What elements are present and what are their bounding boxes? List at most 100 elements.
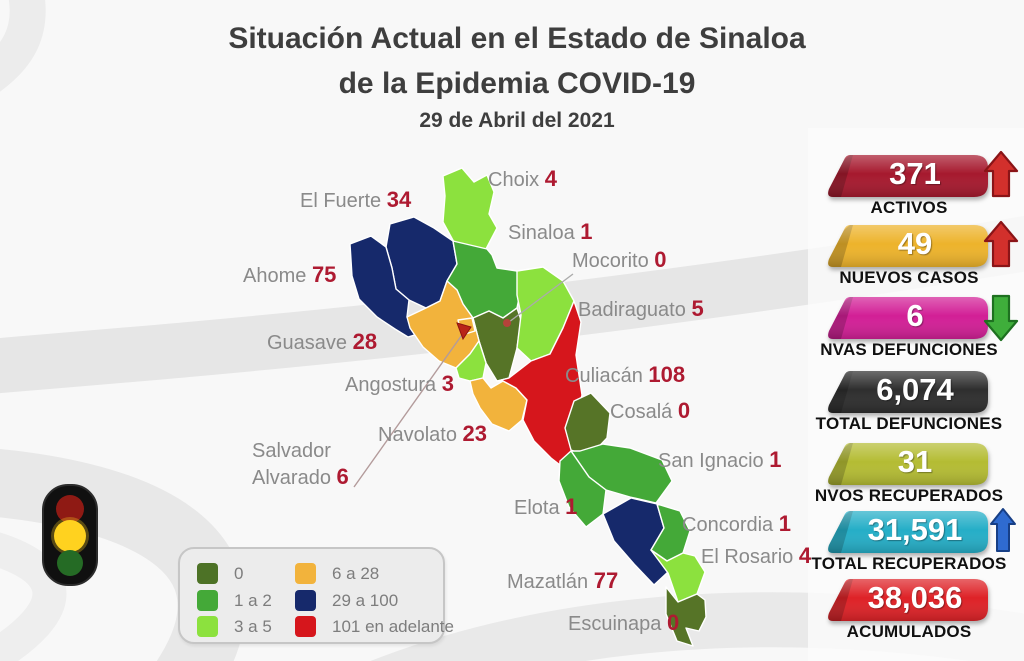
map-label-sinaloa: Sinaloa 1 — [508, 219, 593, 245]
legend-label: 0 — [234, 564, 244, 583]
stat-label: NUEVOS CASOS — [839, 268, 979, 287]
map-label-elota: Elota 1 — [514, 494, 577, 520]
legend-label: 6 a 28 — [332, 564, 380, 583]
stat-label: ACTIVOS — [870, 198, 948, 217]
municipality-name: Choix — [488, 169, 540, 191]
municipality-value: 0 — [677, 398, 691, 423]
municipality-name: Cosalá — [610, 401, 673, 423]
stat-value: 31 — [897, 444, 933, 479]
map-label-cosala: Cosalá 0 — [610, 398, 690, 424]
map-label-mazatlan: Mazatlán 77 — [507, 568, 618, 594]
municipality-choix — [442, 167, 498, 256]
municipality-guasave — [406, 280, 480, 369]
stat-total-defunciones: 6,074 TOTAL DEFUNCIONES — [816, 368, 1002, 434]
stat-value: 49 — [897, 226, 933, 261]
legend-swatch — [197, 616, 218, 637]
traffic-light-green — [57, 550, 83, 576]
map-label-el-fuerte: El Fuerte 34 — [300, 187, 411, 213]
municipality-name: San Ignacio — [658, 450, 764, 472]
stat-value: 31,591 — [867, 512, 963, 547]
legend-swatch — [197, 590, 218, 611]
map-legend: 0 1 a 2 3 a 5 6 a 28 29 a 100 101 en ade… — [178, 547, 454, 644]
municipality-value: 4 — [544, 166, 557, 191]
municipality-name: Culiacán — [565, 365, 643, 387]
map-label-concordia: Concordia 1 — [682, 511, 791, 537]
municipality-value: 4 — [798, 543, 812, 568]
stat-value: 6 — [906, 298, 924, 333]
stat-label: TOTAL DEFUNCIONES — [815, 414, 1003, 433]
legend-label: 1 a 2 — [234, 591, 272, 610]
municipality-name: Navolato — [378, 424, 457, 446]
municipality-value: 1 — [565, 494, 578, 519]
map-marker-dart — [456, 322, 472, 341]
traffic-light-icon — [42, 484, 98, 586]
map-label-escuinapa: Escuinapa 0 — [568, 610, 679, 636]
up-arrow-icon — [983, 150, 1019, 198]
map-label-san-ignacio: San Ignacio 1 — [658, 447, 781, 473]
municipality-value: 75 — [311, 262, 337, 287]
map-label-badiraguato: Badiraguato 5 — [578, 296, 704, 322]
stat-nuevos-casos: 49 NUEVOS CASOS — [826, 220, 1019, 288]
map-label-ahome: Ahome 75 — [243, 262, 336, 288]
map-label-choix: Choix 4 — [488, 166, 557, 192]
legend-swatch — [295, 563, 316, 584]
stat-nvos-recuperados: 31 NVOS RECUPERADOS — [815, 440, 1003, 506]
title-block: Situación Actual en el Estado de Sinaloa… — [0, 16, 1024, 136]
legend-swatch — [197, 563, 218, 584]
map-label-guasave: Guasave 28 — [267, 329, 377, 355]
municipality-name: Badiraguato — [578, 299, 686, 321]
municipality-name: Ahome — [243, 265, 307, 287]
municipality-angostura — [455, 340, 487, 382]
up-arrow-icon — [983, 220, 1019, 268]
municipality-name: Concordia — [682, 514, 774, 536]
municipality-name: Guasave — [267, 332, 348, 354]
legend-label: 101 en adelante — [332, 617, 454, 636]
municipality-value: 1 — [769, 447, 782, 472]
legend-swatch — [295, 616, 316, 637]
map-label-navolato: Navolato 23 — [378, 421, 487, 447]
municipality-value: 34 — [386, 187, 412, 212]
title-date: 29 de Abril del 2021 — [419, 109, 615, 132]
municipality-value: 0 — [654, 247, 667, 272]
municipality-value: 3 — [441, 371, 454, 396]
legend-swatch — [295, 590, 316, 611]
traffic-light-red — [56, 495, 84, 523]
leader-line-salvador-alvarado — [353, 331, 465, 488]
map-label-el-rosario: El Rosario 4 — [701, 543, 811, 569]
municipality-value: 23 — [462, 421, 487, 446]
legend-label: 3 a 5 — [234, 617, 272, 636]
municipality-name: Sinaloa — [508, 222, 575, 244]
map-label-culiacan: Culiacán 108 — [565, 362, 685, 388]
municipality-value: 108 — [648, 362, 686, 387]
stat-value: 38,036 — [867, 580, 963, 615]
up-arrow-icon — [990, 508, 1016, 552]
municipality-name: Escuinapa — [568, 613, 662, 635]
title-line-2: de la Epidemia COVID-19 — [338, 67, 696, 100]
stat-nvas-defunciones: 6 NVAS DEFUNCIONES — [820, 294, 1019, 360]
traffic-light-yellow — [54, 520, 86, 552]
map-label-salvador-alvarado: Salvador Alvarado 6 — [252, 438, 364, 491]
title-line-1: Situación Actual en el Estado de Sinaloa — [228, 22, 806, 55]
map-marker-dot — [503, 319, 511, 327]
legend-label: 29 a 100 — [332, 591, 399, 610]
stat-label: ACUMULADOS — [846, 622, 972, 641]
municipality-value: 0 — [666, 610, 680, 635]
stat-value: 371 — [889, 156, 941, 191]
municipality-name: Salvador Alvarado — [252, 440, 331, 489]
municipality-value: 28 — [352, 329, 378, 354]
stat-value: 6,074 — [876, 372, 954, 407]
stat-activos: 371 ACTIVOS — [826, 150, 1019, 218]
municipality-el-rosario — [650, 549, 706, 603]
municipality-name: El Fuerte — [300, 190, 382, 212]
map-label-angostura: Angostura 3 — [345, 371, 454, 397]
municipality-name: Mazatlán — [507, 571, 589, 593]
municipality-name: Elota — [514, 497, 560, 519]
municipality-value: 5 — [691, 296, 704, 321]
stat-label: NVAS DEFUNCIONES — [820, 340, 998, 359]
stat-label: NVOS RECUPERADOS — [814, 486, 1004, 505]
stat-acumulados: 38,036 ACUMULADOS — [826, 576, 992, 642]
municipality-value: 1 — [580, 219, 593, 244]
municipality-value: 1 — [778, 511, 791, 536]
